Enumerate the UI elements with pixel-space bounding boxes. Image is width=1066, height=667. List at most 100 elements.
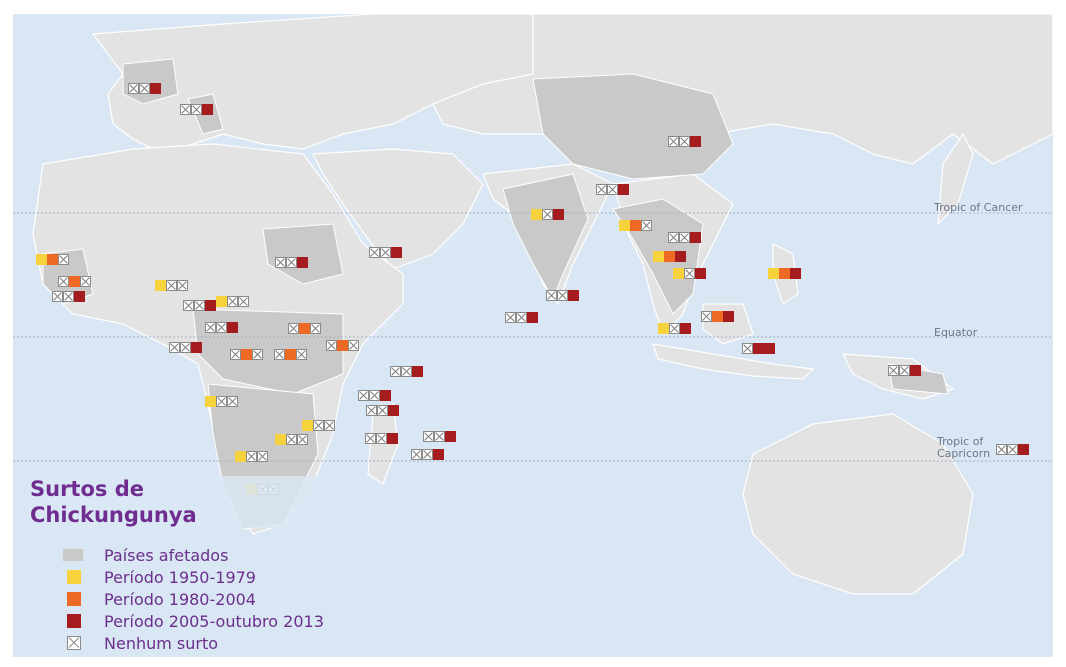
outbreak-marker [169, 342, 202, 354]
legend-label-1950-1979: Período 1950-1979 [104, 567, 256, 587]
outbreak-marker [888, 365, 921, 377]
outbreak-marker [183, 300, 216, 312]
period-square-yellow [531, 209, 542, 220]
period-square-yellow [673, 268, 684, 279]
no-outbreak-square [191, 104, 202, 115]
no-outbreak-square [194, 300, 205, 311]
period-square-yellow [302, 420, 313, 431]
no-outbreak-square [516, 312, 527, 323]
no-outbreak-square [230, 349, 241, 360]
outbreak-marker [366, 405, 399, 417]
no-outbreak-square [607, 184, 618, 195]
no-outbreak-square [177, 280, 188, 291]
india-region [502, 173, 589, 301]
period-square-orange [779, 268, 790, 279]
no-outbreak-square [411, 449, 422, 460]
period-square-orange [47, 254, 58, 265]
period-square-yellow [653, 251, 664, 262]
period-square-orange [664, 251, 675, 262]
no-outbreak-square [128, 83, 139, 94]
legend-title: Surtos de Chickungunya [30, 476, 324, 528]
no-outbreak-square [227, 296, 238, 307]
period-square-yellow [235, 451, 246, 462]
legend-swatch-1950-1979 [67, 570, 81, 584]
outbreak-marker [668, 232, 701, 244]
legend-swatch-no-outbreak [67, 636, 81, 650]
legend-item-affected: Países afetados [30, 544, 324, 566]
outbreak-marker [326, 340, 359, 352]
outbreak-marker [288, 323, 321, 335]
period-square-red [391, 247, 402, 258]
no-outbreak-square [1007, 444, 1018, 455]
no-outbreak-square [422, 449, 433, 460]
no-outbreak-square [358, 390, 369, 401]
no-outbreak-square [369, 247, 380, 258]
period-square-orange [285, 349, 296, 360]
period-square-red [387, 433, 398, 444]
outbreak-marker [996, 444, 1029, 456]
no-outbreak-square [641, 220, 652, 231]
outbreak-marker [230, 349, 263, 361]
no-outbreak-square [326, 340, 337, 351]
equator-label: Equator [934, 326, 978, 339]
no-outbreak-square [324, 420, 335, 431]
no-outbreak-square [286, 434, 297, 445]
legend-label-no-outbreak: Nenhum surto [104, 633, 219, 653]
outbreak-marker [180, 104, 213, 116]
no-outbreak-square [669, 323, 680, 334]
no-outbreak-square [679, 232, 690, 243]
period-square-red [764, 343, 775, 354]
no-outbreak-square [542, 209, 553, 220]
no-outbreak-square [297, 434, 308, 445]
no-outbreak-square [348, 340, 359, 351]
no-outbreak-square [369, 390, 380, 401]
outbreak-marker [619, 220, 652, 232]
outbreak-marker [668, 136, 701, 148]
period-square-red [202, 104, 213, 115]
period-square-red [618, 184, 629, 195]
legend-label-2005-2013: Período 2005-outubro 2013 [104, 611, 324, 631]
no-outbreak-square [401, 366, 412, 377]
outbreak-marker [768, 268, 801, 280]
period-square-orange [630, 220, 641, 231]
no-outbreak-square [668, 232, 679, 243]
no-outbreak-square [679, 136, 690, 147]
no-outbreak-square [505, 312, 516, 323]
period-square-red [723, 311, 734, 322]
outbreak-marker [423, 431, 456, 443]
tropic-of-cancer-label: Tropic of Cancer [934, 201, 1023, 214]
legend-item-1950-1979: Período 1950-1979 [30, 566, 324, 588]
legend-item-no-outbreak: Nenhum surto [30, 632, 324, 654]
outbreak-marker [216, 296, 249, 308]
period-square-orange [712, 311, 723, 322]
outbreak-marker [653, 251, 686, 263]
outbreak-marker [596, 184, 629, 196]
period-square-red [790, 268, 801, 279]
no-outbreak-square [166, 280, 177, 291]
legend-label-1980-2004: Período 1980-2004 [104, 589, 256, 609]
legend-item-2005-2013: Período 2005-outubro 2013 [30, 610, 324, 632]
borneo-landmass [702, 303, 754, 345]
indonesia-landmass [652, 343, 815, 380]
outbreak-marker [673, 268, 706, 280]
outbreak-marker [531, 209, 564, 221]
period-square-red [380, 390, 391, 401]
no-outbreak-square [365, 433, 376, 444]
outbreak-marker [205, 396, 238, 408]
period-square-red [191, 342, 202, 353]
legend-label-affected: Países afetados [104, 545, 229, 565]
period-square-red [433, 449, 444, 460]
period-square-yellow [275, 434, 286, 445]
no-outbreak-square [288, 323, 299, 334]
outbreak-marker [369, 247, 402, 259]
period-square-red [1018, 444, 1029, 455]
map-canvas: Tropic of Cancer Equator Tropic of Capri… [13, 14, 1053, 657]
period-square-red [690, 232, 701, 243]
no-outbreak-square [310, 323, 321, 334]
china-region [532, 73, 734, 180]
period-square-yellow [658, 323, 669, 334]
period-square-red [695, 268, 706, 279]
period-square-red [910, 365, 921, 376]
no-outbreak-square [286, 257, 297, 268]
no-outbreak-square [701, 311, 712, 322]
